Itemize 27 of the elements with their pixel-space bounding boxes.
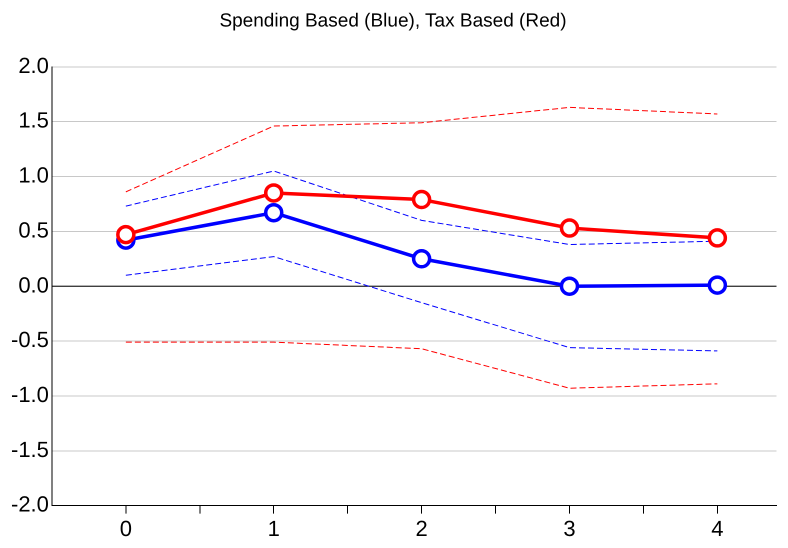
- y-tick-label: 0.5: [18, 217, 49, 242]
- x-tick-label: 4: [711, 516, 724, 541]
- point: [708, 275, 728, 295]
- y-tick-label: -1.5: [10, 436, 49, 462]
- line-series: [125, 106, 718, 192]
- y-tick-label: 0.0: [18, 272, 49, 298]
- point: [264, 183, 284, 203]
- y-tick-label: 2.0: [18, 52, 49, 78]
- point: [560, 218, 580, 238]
- chart-title: Spending Based (Blue), Tax Based (Red): [219, 10, 567, 32]
- point: [412, 190, 432, 210]
- x-tick-label: 3: [563, 516, 576, 541]
- point: [708, 228, 728, 248]
- point: [560, 276, 580, 296]
- y-tick-label: -2.0: [10, 492, 49, 517]
- point: [412, 249, 432, 269]
- point: [264, 202, 284, 222]
- y-tick-label: -1.0: [10, 382, 49, 407]
- y-tick-label: 1.0: [18, 162, 49, 188]
- point: [116, 224, 136, 244]
- line-series: [125, 256, 718, 352]
- x-tick-label: 1: [268, 516, 280, 541]
- x-tick-label: 2: [415, 516, 428, 541]
- y-tick-label: -0.5: [10, 327, 49, 352]
- y-tick-label: 1.5: [18, 108, 49, 133]
- line-series: [125, 342, 718, 389]
- x-tick-label: 0: [120, 516, 132, 541]
